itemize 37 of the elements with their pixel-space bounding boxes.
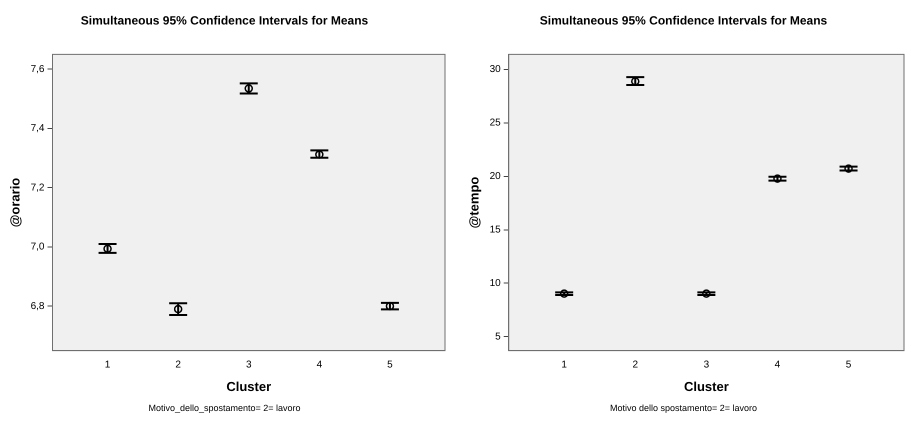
point: [103, 244, 112, 253]
y-tick-label: 7,4: [30, 123, 45, 134]
y-tick-label: 7,0: [30, 242, 45, 253]
y-tick-label: 7,6: [30, 64, 45, 75]
point: [560, 289, 568, 298]
y-tick-label: 10: [490, 278, 502, 289]
x-tick-label: 2: [175, 359, 182, 370]
point: [386, 302, 394, 310]
text: Motivo dello spostamento= 2= lavoro: [610, 403, 758, 414]
x-axis-title: Cluster: [684, 378, 729, 394]
point: [844, 164, 853, 173]
point: [702, 289, 711, 298]
x-tick-label: 4: [774, 359, 781, 370]
x-tick-label: 4: [316, 359, 323, 370]
y-tick-label: 20: [490, 171, 502, 182]
text: Motivo_dello_spostamento= 2= lavoro: [148, 403, 301, 414]
y-axis-title: @orario: [7, 178, 22, 228]
y-tick-label: 30: [490, 64, 502, 76]
x-tick-label: 1: [561, 359, 568, 370]
y-axis-title: @tempo: [466, 176, 482, 228]
point: [244, 84, 253, 93]
point: [315, 150, 324, 159]
x-axis-title: Cluster: [226, 378, 272, 394]
x-tick-label: 1: [104, 359, 111, 370]
x-tick-label: 5: [846, 359, 852, 370]
chart-title: Simultaneous 95% Confidence Intervals for Means: [80, 14, 369, 28]
point: [773, 174, 782, 183]
y-tick-label: 5: [495, 331, 502, 342]
x-tick-label: 3: [246, 359, 252, 370]
x-tick-label: 5: [387, 359, 394, 370]
x-tick-label: 3: [704, 359, 710, 370]
y-tick-label: 6,8: [30, 300, 45, 312]
x-tick-label: 2: [632, 359, 638, 370]
y-tick-label: 7,2: [30, 182, 45, 194]
chart-title: Simultaneous 95% Confidence Intervals for Means: [540, 14, 828, 28]
y-tick-label: 25: [490, 118, 502, 129]
y-tick-label: 15: [490, 224, 502, 236]
